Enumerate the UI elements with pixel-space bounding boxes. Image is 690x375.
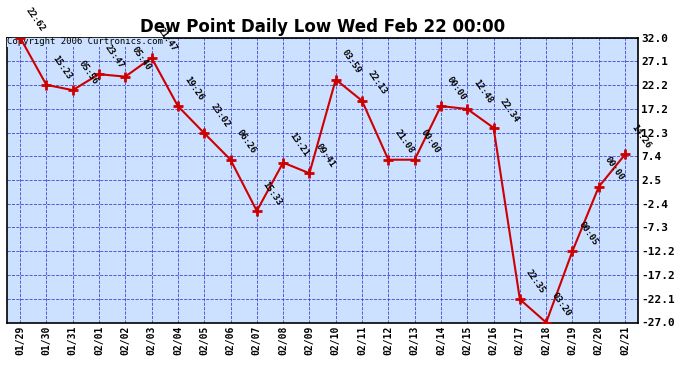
Text: 15:23: 15:23 — [50, 54, 73, 81]
Text: 09:41: 09:41 — [313, 142, 337, 169]
Text: 14:26: 14:26 — [629, 123, 652, 150]
Text: 00:00: 00:00 — [603, 155, 626, 183]
Text: 00:05: 00:05 — [577, 220, 600, 247]
Text: 05:56: 05:56 — [77, 59, 99, 86]
Text: 03:59: 03:59 — [340, 48, 363, 75]
Text: 19:26: 19:26 — [182, 75, 205, 102]
Text: 22:13: 22:13 — [366, 69, 389, 97]
Text: 23:47: 23:47 — [103, 43, 126, 70]
Text: 22:34: 22:34 — [497, 96, 520, 124]
Text: Copyright 2006 Curtronics.com: Copyright 2006 Curtronics.com — [7, 38, 163, 46]
Text: 13:21: 13:21 — [287, 131, 310, 159]
Text: 00:00: 00:00 — [445, 75, 468, 102]
Text: 05:40: 05:40 — [130, 45, 152, 72]
Text: 21:08: 21:08 — [393, 128, 415, 156]
Text: 06:26: 06:26 — [235, 128, 257, 156]
Text: 03:20: 03:20 — [551, 291, 573, 318]
Text: 12:48: 12:48 — [471, 78, 494, 105]
Text: 23:02: 23:02 — [208, 102, 231, 129]
Text: 00:00: 00:00 — [419, 128, 442, 156]
Text: 22:35: 22:35 — [524, 268, 547, 295]
Title: Dew Point Daily Low Wed Feb 22 00:00: Dew Point Daily Low Wed Feb 22 00:00 — [140, 18, 505, 36]
Text: 22:62: 22:62 — [24, 6, 47, 33]
Text: 15:33: 15:33 — [261, 180, 284, 207]
Text: 21:47: 21:47 — [156, 27, 179, 54]
